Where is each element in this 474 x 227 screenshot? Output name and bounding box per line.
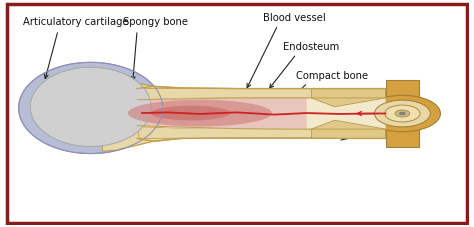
Polygon shape — [151, 106, 230, 120]
Polygon shape — [137, 89, 386, 101]
Circle shape — [385, 105, 420, 122]
Polygon shape — [137, 98, 386, 129]
Text: Articulatory cartilage: Articulatory cartilage — [23, 17, 129, 27]
FancyBboxPatch shape — [386, 80, 419, 147]
Text: Blood vessel: Blood vessel — [263, 13, 325, 23]
Text: Endosteum: Endosteum — [283, 42, 340, 52]
Polygon shape — [18, 62, 163, 153]
Polygon shape — [30, 67, 151, 146]
Polygon shape — [102, 87, 307, 138]
Text: Compact bone: Compact bone — [296, 71, 369, 81]
Circle shape — [374, 100, 430, 127]
Circle shape — [400, 112, 405, 115]
Polygon shape — [98, 76, 386, 151]
Polygon shape — [128, 100, 272, 126]
Text: Periosteum: Periosteum — [309, 100, 365, 110]
Circle shape — [365, 95, 440, 132]
Text: Medullary cavity: Medullary cavity — [323, 128, 406, 138]
Polygon shape — [311, 120, 386, 138]
Polygon shape — [137, 126, 386, 138]
Polygon shape — [311, 89, 386, 107]
Text: Spongy bone: Spongy bone — [123, 17, 188, 27]
Circle shape — [395, 110, 410, 117]
Polygon shape — [30, 67, 151, 146]
